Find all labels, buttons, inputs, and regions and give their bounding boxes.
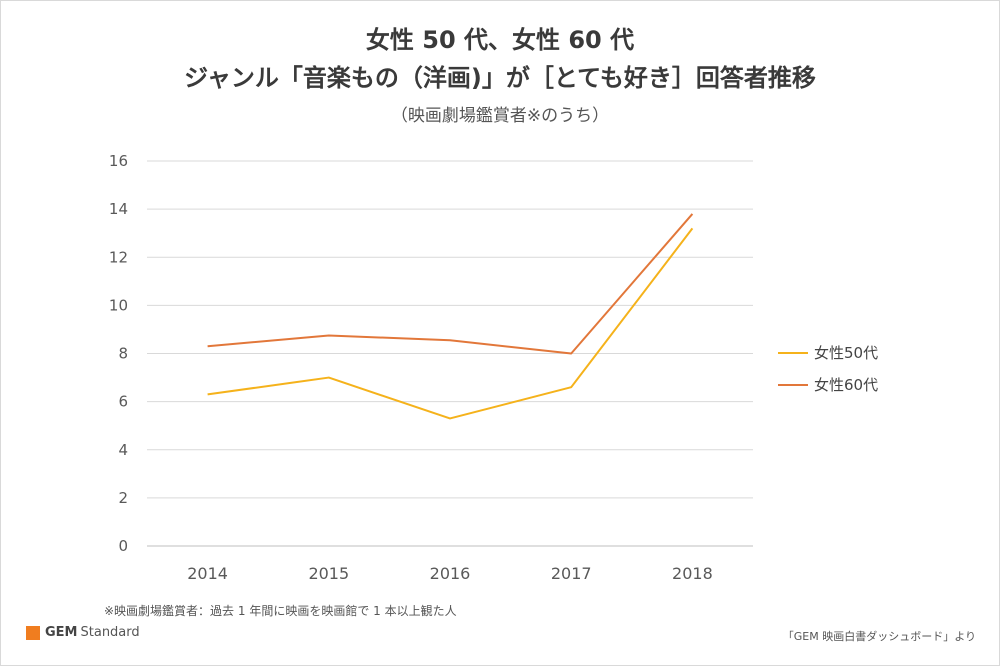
y-tick-label-4: 4 [118, 441, 128, 459]
legend-label-60s: 女性60代 [814, 376, 879, 394]
logo-square-icon [26, 625, 40, 640]
chart-subtitle: （映画劇場鑑賞者※のうち） [390, 106, 610, 126]
logo-suffix: Standard [80, 625, 140, 640]
logo-brand: GEM [45, 625, 78, 640]
series-line-0 [207, 227, 694, 420]
y-tick-label-14: 14 [109, 200, 128, 218]
y-tick-label-10: 10 [109, 296, 128, 314]
legend-item-60s: 女性60代 [778, 374, 878, 395]
y-tick-label-6: 6 [118, 393, 128, 411]
x-tick-label-2016: 2016 [430, 564, 471, 583]
y-tick-label-2: 2 [118, 489, 128, 507]
x-tick-label-2014: 2014 [187, 564, 228, 583]
chart-title-line1: 女性 50 代、女性 60 代 [365, 26, 635, 54]
chart-title-line2: ジャンル「音楽もの（洋画)」が［とても好き］回答者推移 [184, 64, 816, 92]
gem-standard-logo: GEM Standard [26, 625, 140, 640]
footnote: ※映画劇場鑑賞者：過去 1 年間に映画を映画館で 1 本以上観た人 [104, 604, 457, 618]
legend-swatch-60s [778, 383, 808, 386]
x-tick-label-2015: 2015 [308, 564, 349, 583]
legend-swatch-50s [778, 351, 808, 354]
y-tick-label-8: 8 [118, 345, 128, 363]
x-tick-label-2018: 2018 [672, 564, 713, 583]
series-line-1 [207, 213, 694, 355]
legend-label-50s: 女性50代 [814, 344, 879, 362]
y-tick-label-16: 16 [109, 152, 128, 170]
source-credit: 「GEM 映画白書ダッシュボード」より [782, 630, 976, 643]
x-tick-label-2017: 2017 [551, 564, 592, 583]
legend-item-50s: 女性50代 [778, 342, 878, 363]
y-tick-label-0: 0 [118, 537, 128, 555]
y-tick-label-12: 12 [109, 248, 128, 266]
